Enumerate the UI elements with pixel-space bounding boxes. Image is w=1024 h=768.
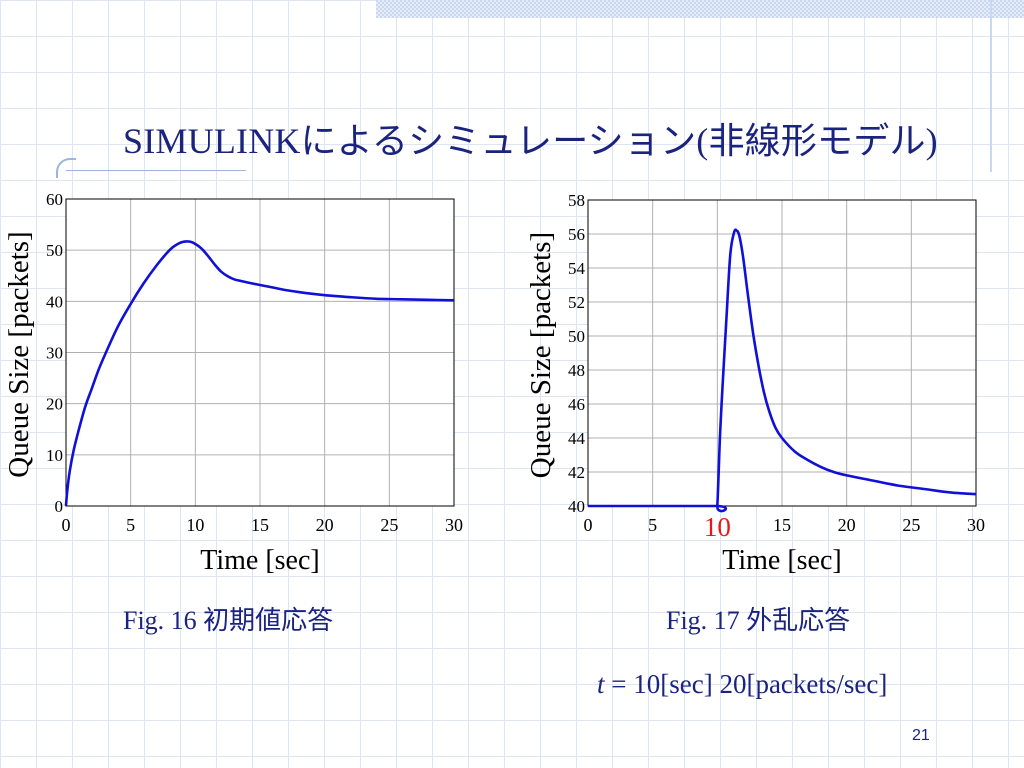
highlighted-x-tick-label: 10 [704, 512, 731, 542]
y-tick-label: 42 [568, 463, 585, 482]
y-tick-label: 10 [46, 446, 63, 465]
y-tick-label: 60 [46, 190, 63, 209]
x-tick-label: 0 [62, 515, 71, 535]
condition-variable: t [597, 669, 605, 699]
title-decor-curve [56, 158, 76, 178]
y-tick-label: 30 [46, 344, 63, 363]
caption-fig17: Fig. 17 外乱応答 [666, 606, 851, 635]
header-decor-band [376, 0, 1024, 18]
x-tick-label: 25 [902, 515, 920, 535]
y-tick-label: 20 [46, 395, 63, 414]
y-axis-label: Queue Size [packets] [3, 231, 35, 477]
y-tick-label: 50 [46, 241, 63, 260]
x-axis-label: Time [sec] [722, 545, 842, 576]
y-axis-label: Queue Size [packets] [525, 232, 557, 478]
x-tick-label: 10 [186, 515, 204, 535]
condition-text: = 10[sec] 20[packets/sec] [604, 669, 888, 699]
y-tick-label: 52 [568, 293, 585, 312]
caption-fig16: Fig. 16 初期値応答 [123, 606, 334, 635]
x-tick-label: 20 [838, 515, 856, 535]
queue-size-line [64, 240, 455, 507]
x-tick-label: 30 [967, 515, 985, 535]
page-number: 21 [912, 727, 930, 744]
disturbance-condition: t = 10[sec] 20[packets/sec] [597, 669, 887, 700]
x-tick-label: 15 [773, 515, 791, 535]
x-tick-label: 0 [584, 515, 593, 535]
y-tick-label: 48 [568, 361, 585, 380]
x-axis-label: Time [sec] [200, 545, 320, 576]
title-decor-underline [66, 170, 246, 171]
plot-frame [65, 198, 455, 507]
y-tick-label: 56 [568, 225, 585, 244]
slide-title: SIMULINKによるシミュレーション(非線形モデル) [123, 121, 938, 161]
y-tick-label: 40 [568, 497, 585, 516]
x-tick-label: 25 [380, 515, 398, 535]
y-tick-label: 0 [55, 497, 64, 516]
x-tick-label: 15 [251, 515, 269, 535]
x-tick-label: 5 [648, 515, 657, 535]
y-tick-label: 50 [568, 327, 585, 346]
y-tick-label: 46 [568, 395, 585, 414]
header-decor-line [990, 0, 992, 172]
x-tick-label: 30 [445, 515, 463, 535]
y-tick-label: 40 [46, 292, 63, 311]
x-tick-label: 20 [316, 515, 334, 535]
plot-frame [587, 199, 977, 507]
queue-size-line [588, 228, 977, 513]
x-tick-label: 5 [126, 515, 135, 535]
y-tick-label: 58 [568, 191, 585, 210]
y-tick-label: 54 [568, 259, 586, 278]
y-tick-label: 44 [568, 429, 586, 448]
